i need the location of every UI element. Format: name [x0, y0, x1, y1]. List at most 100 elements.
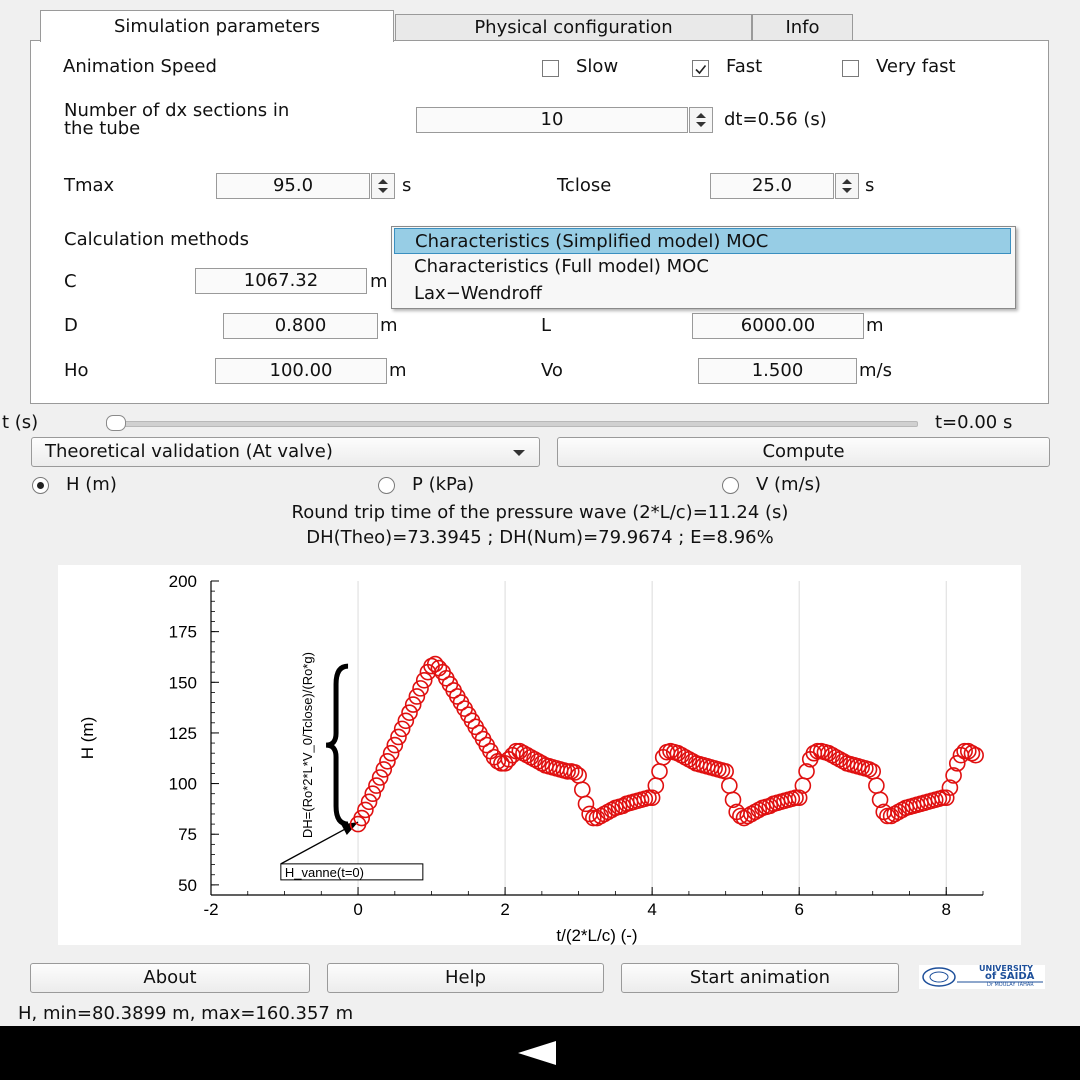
h-data-point: [386, 736, 404, 754]
h-data-point: [577, 795, 595, 813]
radio-p-label: P (kPa): [412, 474, 475, 495]
h-data-point: [357, 801, 374, 819]
h-data-point: [371, 769, 389, 786]
vo-label: Vo: [541, 360, 563, 381]
chevron-down-icon: [513, 450, 525, 456]
h-data-point: [640, 789, 657, 807]
tmax-unit: s: [402, 175, 412, 196]
tmax-label: Tmax: [64, 175, 115, 196]
help-button[interactable]: Help: [327, 963, 604, 993]
animation-speed-label: Animation Speed: [63, 56, 217, 77]
calculation-methods-dropdown[interactable]: Characteristics (Simplified model) MOC C…: [391, 226, 1016, 309]
c-label: C: [64, 271, 77, 292]
l-label: L: [541, 315, 552, 336]
h-data-point: [353, 809, 371, 827]
time-slider-track[interactable]: [106, 421, 918, 427]
h-data-point: [948, 755, 966, 772]
h-data-point: [956, 742, 973, 760]
dx-sections-spin-icon[interactable]: [689, 107, 713, 133]
h-data-point: [360, 793, 378, 811]
c-input[interactable]: 1067.32: [195, 268, 367, 294]
university-seal-icon: [922, 967, 1043, 987]
checkmark-icon: [695, 65, 707, 75]
radio-h[interactable]: [32, 477, 49, 494]
x-tick-label: 2: [500, 900, 509, 919]
logo-line3: Dr MOULAY TAHAR: [987, 982, 1034, 988]
x-tick-label: -2: [203, 900, 218, 919]
ho-unit: m: [389, 360, 407, 381]
about-button[interactable]: About: [30, 963, 310, 993]
simulation-parameters-panel: [30, 40, 1049, 404]
d-input[interactable]: 0.800: [223, 313, 378, 339]
h-data-point: [893, 801, 911, 819]
x-tick-label: 6: [794, 900, 803, 919]
vo-input[interactable]: 1.500: [698, 358, 857, 384]
radio-v[interactable]: [722, 477, 739, 494]
arrow-head-icon: [341, 822, 359, 835]
h-data-point: [879, 807, 896, 825]
h-data-point: [573, 781, 591, 798]
university-logo: UNIVERSITY of SAIDA Dr MOULAY TAHAR: [919, 964, 1045, 989]
y-tick-label: 150: [169, 673, 197, 692]
speed-very-fast-checkbox[interactable]: [842, 60, 859, 77]
compute-button[interactable]: Compute: [557, 437, 1050, 467]
speed-slow-checkbox[interactable]: [542, 60, 559, 77]
l-input[interactable]: 6000.00: [692, 313, 864, 339]
chart-axes: [210, 581, 983, 896]
ho-input[interactable]: 100.00: [215, 358, 387, 384]
h-data-point: [684, 752, 701, 770]
h-data-point: [835, 752, 852, 770]
time-readout: t=0.00 s: [935, 412, 1013, 433]
x-tick-label: 0: [353, 900, 362, 919]
h-data-point: [415, 671, 433, 689]
h-data-point: [871, 791, 889, 809]
h-data-point: [397, 712, 415, 730]
method-option-simplified-moc[interactable]: Characteristics (Simplified model) MOC: [394, 228, 1011, 254]
chart-ticks: -2 0 2 4 6 8 50 75 100 125 150 175 200: [169, 572, 984, 919]
method-option-lax-wendroff[interactable]: Lax−Wendroff: [414, 283, 542, 304]
time-slider-handle[interactable]: [106, 415, 126, 431]
h-data-point: [945, 767, 962, 784]
speed-slow-label: Slow: [576, 56, 619, 77]
vo-unit: m/s: [859, 360, 892, 381]
h-data-point: [798, 763, 815, 780]
tab-simulation-parameters[interactable]: Simulation parameters: [40, 10, 394, 42]
tclose-input[interactable]: 25.0: [710, 173, 834, 199]
y-tick-label: 75: [178, 825, 197, 844]
y-tick-label: 100: [169, 775, 197, 794]
annotation-box-text: H_vanne(t=0): [285, 865, 364, 880]
validation-mode-select[interactable]: Theoretical validation (At valve): [31, 437, 540, 467]
h-data-point: [401, 704, 418, 721]
tab-info[interactable]: Info: [752, 14, 853, 41]
y-tick-label: 175: [169, 623, 197, 642]
navigation-bar: [0, 1026, 1080, 1080]
x-tick-label: 4: [647, 900, 656, 919]
h-data-point: [390, 728, 407, 746]
back-icon[interactable]: [518, 1041, 558, 1065]
h-data-point: [967, 746, 984, 764]
y-tick-label: 125: [169, 724, 197, 743]
dx-sections-input[interactable]: 10: [416, 107, 688, 133]
y-tick-label: 200: [169, 572, 197, 591]
method-option-full-moc[interactable]: Characteristics (Full model) MOC: [414, 256, 709, 277]
h-data-point: [393, 720, 411, 738]
dh-brace-icon: [325, 663, 349, 827]
logo-line1: UNIVERSITY: [979, 964, 1033, 973]
h-data-point: [559, 763, 576, 780]
speed-fast-checkbox[interactable]: [692, 60, 709, 77]
c-unit: m: [370, 271, 388, 292]
h-data-point: [368, 777, 385, 794]
h-data-point: [408, 688, 426, 705]
start-animation-button[interactable]: Start animation: [621, 963, 899, 993]
head-chart: -2 0 2 4 6 8 50 75 100 125 150 175 200 t/(2*L/c) (-)…: [78, 572, 984, 945]
tmax-spin-icon[interactable]: [371, 173, 395, 199]
radio-v-label: V (m/s): [756, 474, 822, 495]
dh-annotation-text: DH=(Ro*2*L*V_0/Tclose)/(Ro*g): [300, 652, 315, 838]
h-data-point: [412, 680, 429, 697]
tmax-input[interactable]: 95.0: [216, 173, 370, 199]
radio-p[interactable]: [378, 477, 395, 494]
h-data-point: [721, 777, 738, 794]
tab-physical-configuration[interactable]: Physical configuration: [395, 14, 752, 41]
tclose-spin-icon[interactable]: [835, 173, 859, 199]
annotation-box: [280, 863, 424, 881]
